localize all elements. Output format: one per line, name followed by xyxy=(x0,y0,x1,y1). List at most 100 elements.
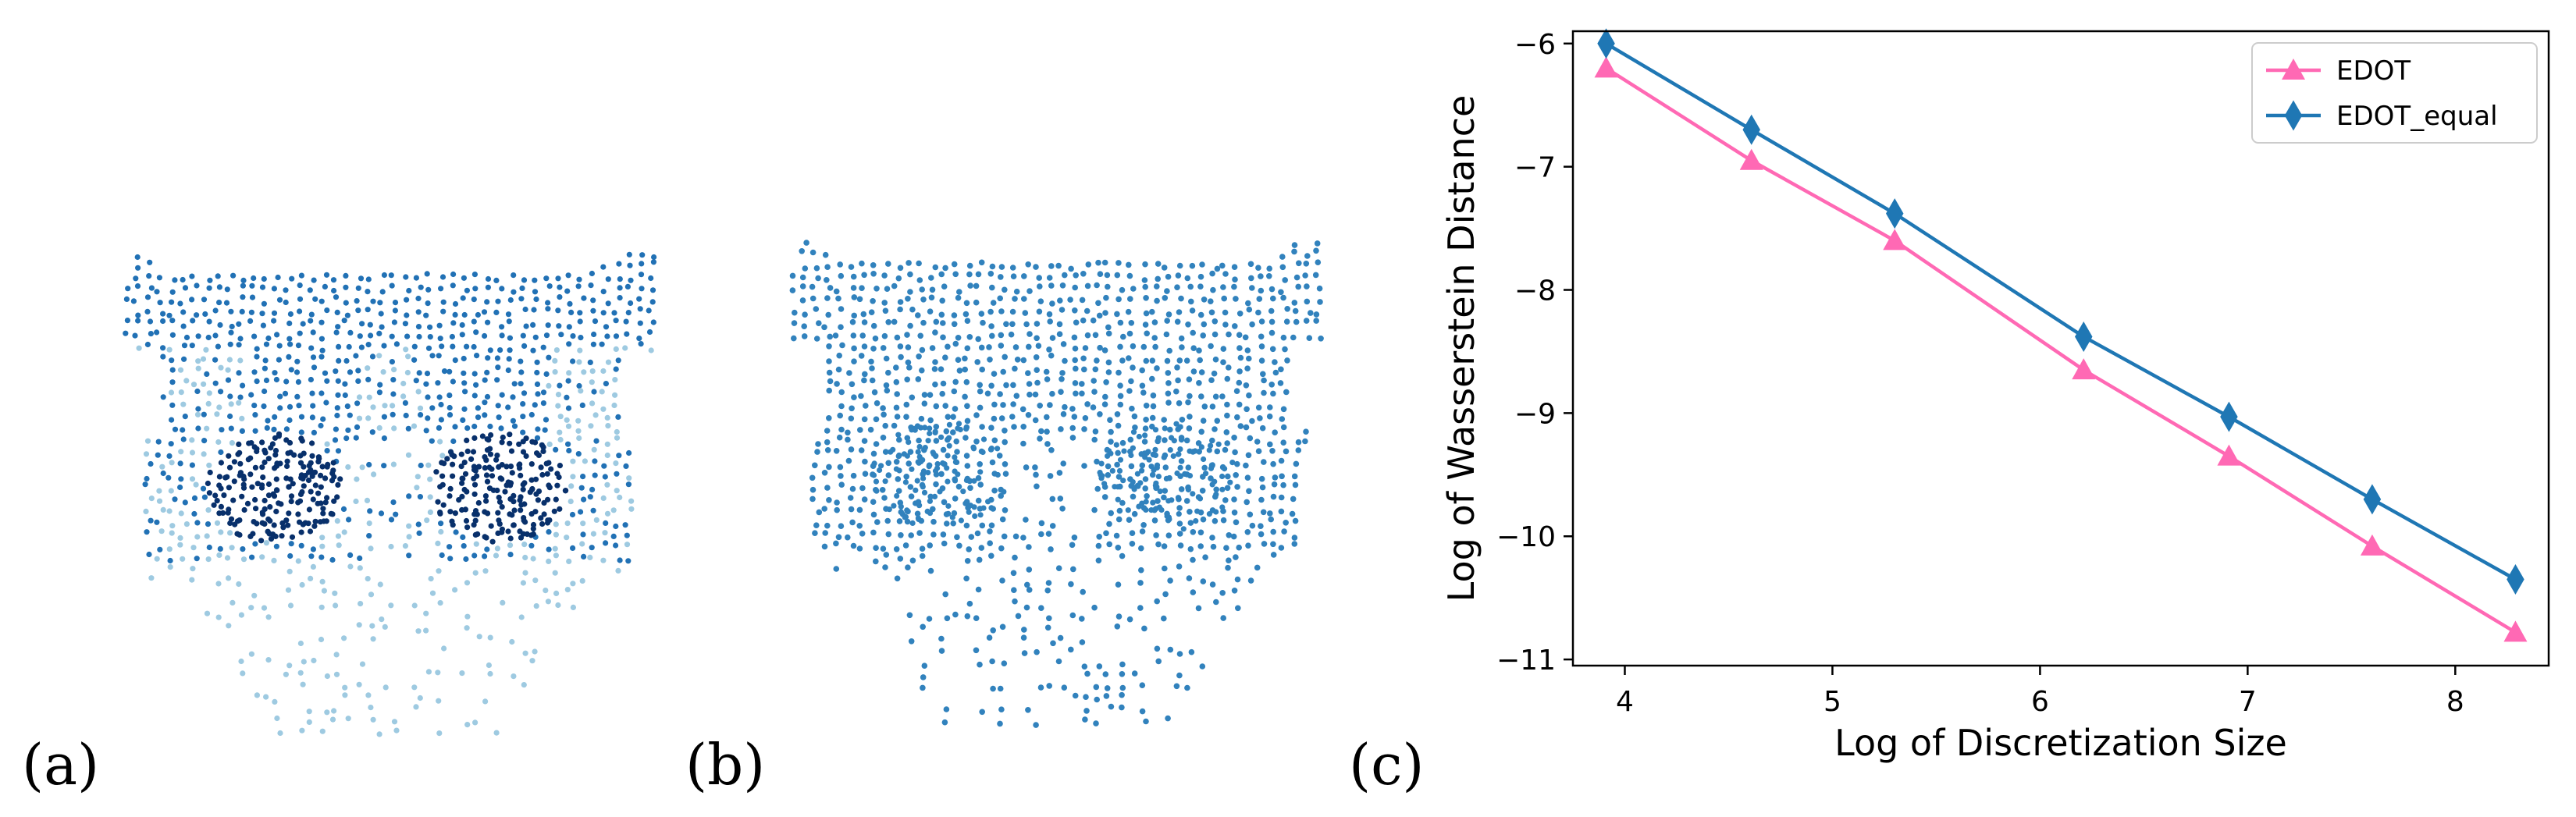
scatter-point xyxy=(1154,365,1160,371)
scatter-point xyxy=(424,517,430,524)
scatter-point xyxy=(189,297,195,303)
scatter-point xyxy=(1177,464,1183,471)
scatter-point xyxy=(532,289,539,295)
scatter-point xyxy=(933,403,940,410)
scatter-point xyxy=(873,400,881,407)
scatter-point xyxy=(1021,273,1027,279)
scatter-point xyxy=(1268,286,1276,293)
scatter-point xyxy=(342,381,348,387)
scatter-point xyxy=(252,496,258,503)
scatter-point xyxy=(265,614,272,620)
scatter-point xyxy=(299,581,305,588)
data-point-EDOT_equal xyxy=(1597,28,1615,59)
scatter-point xyxy=(615,414,621,421)
scatter-point xyxy=(507,542,514,549)
scatter-point xyxy=(269,531,276,538)
scatter-point xyxy=(999,516,1006,523)
scatter-point xyxy=(566,370,572,376)
scatter-point xyxy=(406,287,412,294)
scatter-point xyxy=(943,428,950,435)
scatter-point xyxy=(1020,357,1027,364)
scatter-point xyxy=(600,406,607,412)
scatter-point xyxy=(347,563,354,570)
scatter-point xyxy=(1222,309,1229,316)
scatter-point xyxy=(564,417,570,423)
scatter-point xyxy=(1012,533,1019,540)
scatter-point xyxy=(824,264,831,271)
scatter-point xyxy=(424,271,430,277)
scatter-point xyxy=(312,482,318,488)
scatter-point xyxy=(879,487,886,493)
scatter-point xyxy=(944,615,951,622)
scatter-point xyxy=(483,498,489,504)
scatter-point xyxy=(942,403,948,409)
scatter-point xyxy=(913,487,919,493)
scatter-point xyxy=(378,311,384,317)
scatter-point xyxy=(1284,357,1290,364)
scatter-point xyxy=(564,535,570,541)
scatter-point xyxy=(468,456,475,463)
scatter-point xyxy=(1246,488,1252,495)
scatter-point xyxy=(1152,427,1159,433)
scatter-point xyxy=(878,463,884,469)
scatter-point xyxy=(381,272,387,279)
scatter-point xyxy=(156,275,162,281)
scatter-point xyxy=(541,511,547,517)
scatter-point xyxy=(1097,411,1103,417)
scatter-point xyxy=(418,284,424,290)
scatter-point xyxy=(540,389,547,396)
scatter-point xyxy=(226,453,232,459)
scatter-point xyxy=(1153,532,1159,538)
scatter-point xyxy=(1002,428,1008,434)
scatter-point xyxy=(169,417,175,423)
scatter-point xyxy=(404,369,411,376)
scatter-point xyxy=(438,286,444,292)
scatter-point xyxy=(1000,368,1006,375)
scatter-point xyxy=(425,300,431,307)
scatter-point xyxy=(148,285,155,291)
scatter-point xyxy=(178,389,184,396)
scatter-point xyxy=(557,429,563,435)
scatter-point xyxy=(603,540,609,546)
scatter-point xyxy=(1295,447,1302,453)
scatter-point xyxy=(524,531,530,538)
scatter-point xyxy=(342,692,348,698)
scatter-point xyxy=(381,343,387,349)
scatter-point xyxy=(436,568,442,574)
scatter-point xyxy=(914,510,921,517)
scatter-point xyxy=(1281,528,1287,535)
plot-frame xyxy=(1571,30,2550,667)
scatter-point xyxy=(972,513,978,520)
scatter-point xyxy=(1101,481,1108,487)
scatter-point xyxy=(540,448,546,455)
scatter-point xyxy=(821,543,828,550)
scatter-point xyxy=(932,329,938,336)
scatter-point xyxy=(870,346,877,352)
scatter-point xyxy=(1152,482,1158,488)
scatter-point xyxy=(579,577,585,584)
scatter-point xyxy=(905,359,912,366)
scatter-point xyxy=(334,412,340,419)
scatter-point xyxy=(1247,577,1254,584)
scatter-point xyxy=(234,531,240,537)
scatter-point xyxy=(366,520,372,527)
scatter-point xyxy=(826,343,832,350)
scatter-point xyxy=(850,285,857,291)
scatter-point xyxy=(856,506,863,513)
scatter-point xyxy=(1165,380,1172,386)
scatter-point xyxy=(552,357,558,364)
scatter-point xyxy=(259,311,265,317)
scatter-point xyxy=(1223,429,1230,435)
scatter-point xyxy=(310,403,316,409)
scatter-point xyxy=(518,369,525,375)
scatter-point xyxy=(324,495,330,501)
scatter-point xyxy=(382,684,389,691)
scatter-point xyxy=(869,377,876,384)
scatter-point xyxy=(472,467,479,474)
scatter-point xyxy=(557,436,564,443)
scatter-point xyxy=(543,371,550,377)
scatter-point xyxy=(962,500,969,506)
scatter-point xyxy=(463,517,470,524)
scatter-point xyxy=(920,484,926,490)
scatter-point xyxy=(1197,529,1204,536)
